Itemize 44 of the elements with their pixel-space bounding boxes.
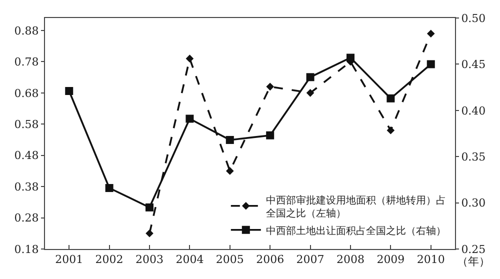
y-tick-label: 0.78 bbox=[14, 56, 39, 69]
y-tick-label: 0.48 bbox=[14, 149, 39, 162]
point bbox=[146, 203, 154, 212]
x-tick-label: 2006 bbox=[256, 253, 284, 266]
y2-tick-label: 0.50 bbox=[461, 12, 486, 25]
x-tick-label: 2005 bbox=[216, 253, 244, 266]
x-tick-label: 2008 bbox=[336, 253, 364, 266]
y2-tick-label: 0.30 bbox=[461, 196, 486, 210]
point bbox=[386, 94, 395, 102]
y2-tick-label: 0.25 bbox=[461, 242, 486, 256]
y-tick-label: 0.58 bbox=[14, 118, 39, 131]
y-tick-label: 0.68 bbox=[14, 86, 39, 100]
x-tick-label: 2010 bbox=[416, 253, 445, 266]
legend-label: 中西部审批建设用地面积（耕地转用）占全国之比（左轴） bbox=[266, 194, 446, 220]
y2-tick-label: 0.40 bbox=[461, 104, 486, 118]
point bbox=[105, 184, 114, 192]
point bbox=[386, 126, 395, 134]
point bbox=[306, 89, 314, 97]
point bbox=[146, 229, 154, 238]
point bbox=[426, 60, 435, 68]
point bbox=[226, 167, 234, 175]
point bbox=[226, 136, 234, 144]
x-tick-label: 2003 bbox=[136, 253, 164, 266]
y-tick-label: 0.18 bbox=[14, 242, 39, 256]
point bbox=[266, 82, 274, 91]
point bbox=[65, 87, 74, 95]
point bbox=[426, 30, 435, 38]
x-tick-label: 2004 bbox=[176, 253, 204, 266]
point bbox=[186, 54, 194, 62]
point bbox=[186, 114, 194, 123]
x-tick-label: 2009 bbox=[376, 253, 405, 266]
legend-label: 中西部土地出让面积占全国之比（右轴） bbox=[266, 224, 446, 237]
y-tick-label: 0.28 bbox=[14, 212, 39, 225]
y-tick-label: 0.38 bbox=[14, 180, 39, 194]
y-tick-label: 0.88 bbox=[14, 24, 39, 38]
x-tick-label: 2007 bbox=[296, 253, 324, 266]
point bbox=[266, 131, 274, 140]
y2-tick-label: 0.35 bbox=[461, 150, 486, 164]
y2-tick-label: 0.45 bbox=[461, 58, 486, 72]
point bbox=[306, 73, 314, 82]
point bbox=[346, 54, 354, 62]
x-axis-title: （年） bbox=[457, 255, 490, 268]
x-tick-label: 2001 bbox=[55, 253, 84, 266]
x-tick-label: 2002 bbox=[95, 253, 124, 266]
